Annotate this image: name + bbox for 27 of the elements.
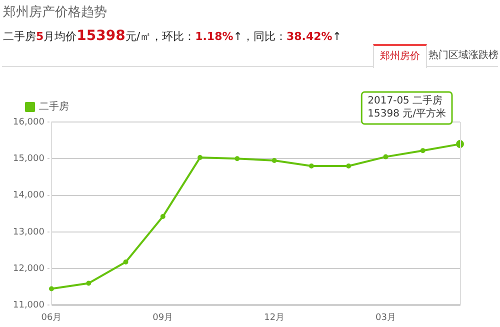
- point: [308, 163, 314, 168]
- y-tick-label: 12,000: [12, 264, 45, 274]
- point: [123, 259, 128, 264]
- text: 热门区域涨跌榜: [428, 48, 500, 63]
- point: [346, 163, 352, 168]
- text: 2017-05 二手房 15398 元/平方米: [368, 94, 446, 120]
- point: [420, 148, 426, 154]
- text: 二手房5月均价15398元/㎡，环比：1.18%↑，同比：38.42%↑: [3, 28, 342, 44]
- y-tick-label: 13,000: [12, 227, 45, 238]
- point: [383, 154, 388, 160]
- y-tick-label: 16,000: [12, 117, 45, 128]
- chart-title: 郑州房产价格趋势: [3, 4, 107, 21]
- y-tick-label: 15,000: [12, 154, 45, 164]
- x-tick-label: 12月: [264, 312, 285, 323]
- x-tick-label: 09月: [152, 312, 174, 323]
- y-tick-label: 11,000: [12, 300, 45, 311]
- y-tick-label: 14,000: [12, 190, 45, 201]
- x-tick-label: 06月: [41, 312, 62, 323]
- point: [272, 158, 277, 163]
- point: [198, 155, 203, 160]
- point: [48, 286, 54, 292]
- point: [234, 156, 240, 162]
- text: 郑州房价: [373, 44, 427, 68]
- legend-label: 二手房: [39, 100, 69, 113]
- point: [86, 280, 92, 286]
- point: [160, 214, 166, 220]
- x-tick-label: 03月: [376, 312, 396, 323]
